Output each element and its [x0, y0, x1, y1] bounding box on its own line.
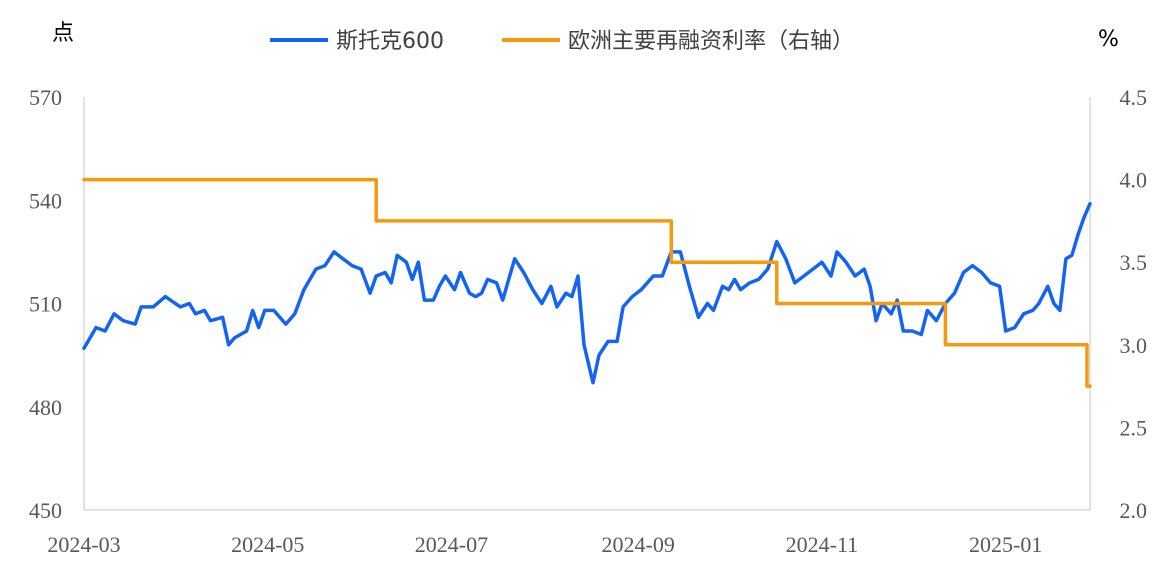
axes — [83, 97, 1091, 511]
left-axis-unit: 点 — [52, 21, 74, 46]
left-y-tick-label-1: 480 — [29, 395, 62, 420]
x-tick-label-2: 2024-07 — [415, 532, 488, 557]
left-y-tick-label-3: 540 — [29, 188, 62, 213]
right-axis-unit: % — [1098, 27, 1119, 52]
left-y-tick-labels: 450 480 510 540 570 — [29, 85, 62, 523]
x-tick-label-5: 2025-01 — [969, 532, 1042, 557]
legend-label-series-0: 斯托克600 — [336, 29, 444, 54]
legend-label-series-1: 欧洲主要再融资利率（右轴） — [568, 29, 854, 54]
x-tick-label-0: 2024-03 — [47, 532, 120, 557]
right-y-tick-label-2: 3.0 — [1120, 333, 1148, 358]
right-y-tick-label-0: 2.0 — [1120, 498, 1148, 523]
x-tick-labels: 2024-03 2024-05 2024-07 2024-09 2024-11 2025-… — [47, 532, 1042, 557]
series-lines — [82, 177, 1092, 388]
right-y-tick-labels: 2.0 2.5 3.0 3.5 4.0 4.5 — [1120, 85, 1148, 523]
series-line-1 — [82, 177, 1092, 388]
right-y-tick-label-3: 3.5 — [1120, 250, 1148, 275]
legend: 斯托克600 欧洲主要再融资利率（右轴） — [270, 29, 854, 54]
right-y-tick-label-5: 4.5 — [1120, 85, 1148, 110]
right-y-tick-label-1: 2.5 — [1120, 415, 1148, 440]
left-y-tick-label-2: 510 — [29, 292, 62, 317]
x-tick-label-1: 2024-05 — [231, 532, 304, 557]
left-y-tick-label-4: 570 — [29, 85, 62, 110]
left-y-tick-label-0: 450 — [29, 498, 62, 523]
series-line-0 — [82, 201, 1092, 385]
x-tick-label-4: 2024-11 — [786, 532, 859, 557]
x-tick-label-3: 2024-09 — [602, 532, 675, 557]
right-y-tick-label-4: 4.0 — [1120, 168, 1148, 193]
